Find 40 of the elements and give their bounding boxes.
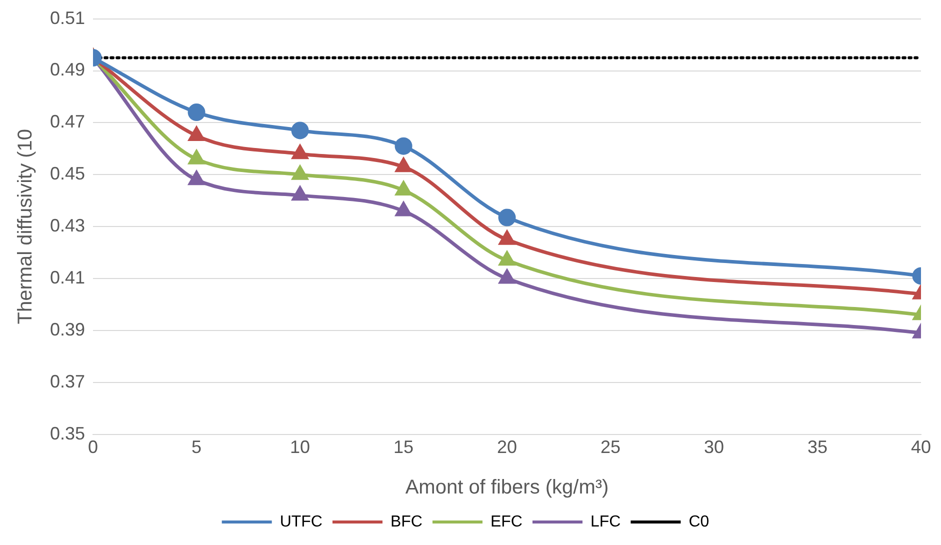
point bbox=[499, 270, 515, 284]
y-tick-label: 0.37 bbox=[50, 371, 86, 392]
x-tick-label: 0 bbox=[88, 437, 98, 458]
point bbox=[291, 122, 309, 140]
point bbox=[188, 126, 204, 141]
x-axis-title: Amont of fibers (kg/m³) bbox=[405, 476, 609, 499]
point bbox=[396, 158, 412, 172]
x-tick-label: 35 bbox=[807, 437, 828, 458]
y-axis-title: Thermal diffusivity (10 bbox=[14, 128, 37, 324]
x-tick-label: 20 bbox=[497, 437, 518, 458]
y-tick-label: 0.35 bbox=[50, 423, 86, 444]
point bbox=[292, 166, 308, 180]
x-tick-label: 40 bbox=[910, 437, 932, 458]
y-tick-label: 0.49 bbox=[50, 60, 86, 80]
point bbox=[292, 145, 308, 160]
point bbox=[394, 137, 412, 155]
y-tick-label: 0.45 bbox=[50, 164, 86, 184]
point bbox=[396, 202, 412, 216]
point bbox=[292, 186, 308, 201]
y-tick-label: 0.47 bbox=[50, 112, 86, 132]
y-tick-label: 0.51 bbox=[50, 8, 86, 28]
legend-label: LFC bbox=[590, 513, 621, 530]
point bbox=[396, 181, 412, 196]
y-tick-label: 0.39 bbox=[50, 319, 86, 340]
x-tick-label: 15 bbox=[394, 437, 414, 458]
point bbox=[188, 104, 206, 122]
point bbox=[188, 150, 204, 164]
legend-label: C0 bbox=[688, 513, 710, 530]
point bbox=[499, 230, 515, 245]
legend-label: BFC bbox=[390, 513, 422, 530]
x-tick-label: 10 bbox=[290, 437, 310, 458]
x-tick-label: 5 bbox=[192, 437, 202, 458]
legend-label: EFC bbox=[490, 513, 522, 530]
x-tick-label: 25 bbox=[600, 437, 621, 458]
y-tick-label: 0.43 bbox=[50, 216, 86, 236]
y-tick-label: 0.41 bbox=[50, 268, 86, 288]
legend-label: UTFC bbox=[280, 513, 322, 530]
point bbox=[499, 252, 515, 266]
point bbox=[188, 171, 204, 186]
x-tick-label: 30 bbox=[704, 437, 724, 458]
